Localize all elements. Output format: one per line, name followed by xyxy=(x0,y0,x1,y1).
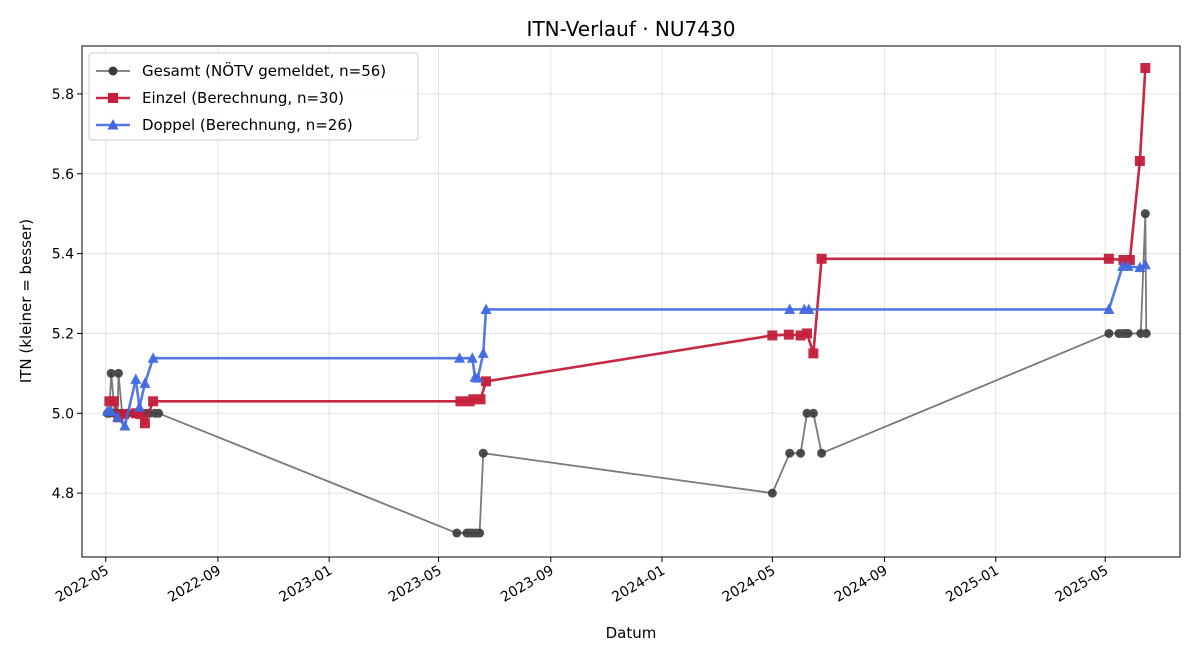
data-point xyxy=(113,368,123,378)
x-tick-label: 2025-01 xyxy=(943,563,1002,606)
grid-lines xyxy=(82,46,1180,557)
data-point xyxy=(1139,258,1151,270)
data-point xyxy=(1118,254,1129,265)
data-point xyxy=(785,448,795,458)
x-tick-label: 2022-09 xyxy=(165,563,224,606)
data-point xyxy=(106,368,116,378)
legend-frame xyxy=(88,52,419,141)
data-point xyxy=(802,408,812,418)
data-point xyxy=(135,409,146,420)
legend-label: Doppel (Berechnung, n=26) xyxy=(142,116,353,134)
y-tick-label: 5.2 xyxy=(52,326,74,342)
data-point xyxy=(1140,209,1150,219)
data-point xyxy=(472,372,484,383)
data-point xyxy=(475,528,485,538)
data-point xyxy=(112,411,124,422)
series-markers xyxy=(102,258,1151,431)
legend-marker xyxy=(107,119,119,130)
x-tick-label: 2023-01 xyxy=(276,563,335,606)
y-tick-label: 5.4 xyxy=(52,247,74,263)
chart-title: ITN-Verlauf · NU7430 xyxy=(527,17,736,41)
data-point xyxy=(802,328,813,339)
data-point xyxy=(139,377,151,388)
data-point xyxy=(148,396,159,407)
data-point xyxy=(795,330,806,341)
data-point xyxy=(139,418,150,429)
data-point xyxy=(133,401,145,412)
data-point xyxy=(480,376,491,387)
data-point xyxy=(478,448,488,458)
data-point xyxy=(808,348,819,359)
data-point xyxy=(475,394,486,405)
data-point xyxy=(784,303,796,314)
x-tick-label: 2024-09 xyxy=(832,563,891,606)
data-point xyxy=(119,420,131,431)
data-point xyxy=(767,330,778,341)
legend-marker xyxy=(108,93,118,103)
data-point xyxy=(1103,303,1115,314)
data-point xyxy=(118,409,129,420)
legend-label: Einzel (Berechnung, n=30) xyxy=(142,89,344,107)
x-tick-label: 2023-09 xyxy=(498,563,557,606)
y-tick-label: 5.8 xyxy=(52,87,74,103)
data-point xyxy=(480,303,492,314)
data-point xyxy=(808,408,818,418)
legend-marker xyxy=(108,66,118,76)
x-tick-label: 2023-05 xyxy=(386,563,445,606)
data-point xyxy=(452,528,462,538)
data-point xyxy=(1140,62,1151,73)
data-point xyxy=(803,303,815,314)
data-point xyxy=(1134,155,1145,166)
data-point xyxy=(796,448,806,458)
data-point xyxy=(468,394,479,405)
data-point xyxy=(767,488,777,498)
x-tick-label: 2022-05 xyxy=(53,563,112,606)
legend-item-1: Gesamt (NÖTV gemeldet, n=56) xyxy=(96,61,386,80)
data-point xyxy=(108,396,119,407)
data-point xyxy=(477,347,489,358)
data-point xyxy=(455,396,466,407)
data-point xyxy=(1123,328,1133,338)
y-axis: 4.8 5.0 5.2 5.4 5.6 5.8 xyxy=(52,87,82,502)
x-axis: 2022-05 2022-09 2023-01 2023-05 2023-09 2024-… xyxy=(53,557,1111,606)
data-point xyxy=(817,448,827,458)
y-axis-label: ITN (kleiner = besser) xyxy=(17,219,35,383)
data-point xyxy=(1122,260,1134,271)
legend: Gesamt (NÖTV gemeldet, n=56) Einzel (Bere… xyxy=(88,52,419,141)
legend-item-3: Doppel (Berechnung, n=26) xyxy=(96,116,353,134)
data-point xyxy=(454,352,466,363)
data-point xyxy=(1141,328,1151,338)
data-point xyxy=(105,405,117,416)
data-point xyxy=(783,329,794,340)
x-tick-label: 2024-05 xyxy=(720,563,779,606)
data-point xyxy=(1104,328,1114,338)
legend-label: Gesamt (NÖTV gemeldet, n=56) xyxy=(142,61,386,80)
data-point xyxy=(130,373,142,384)
y-tick-label: 5.6 xyxy=(52,167,74,183)
x-axis-label: Datum xyxy=(606,624,657,642)
legend-item-2: Einzel (Berechnung, n=30) xyxy=(96,89,344,107)
y-tick-label: 4.8 xyxy=(52,486,74,502)
x-tick-label: 2025-05 xyxy=(1053,563,1112,606)
data-point xyxy=(154,408,164,418)
series-3 xyxy=(102,258,1151,431)
data-point xyxy=(466,352,478,363)
series-line xyxy=(107,212,1148,534)
data-point xyxy=(147,352,159,363)
data-point xyxy=(816,253,827,264)
data-point xyxy=(1103,253,1114,264)
plot-area xyxy=(81,45,1181,558)
x-tick-label: 2024-01 xyxy=(609,563,668,606)
data-point xyxy=(1134,261,1146,273)
series-layer xyxy=(102,62,1151,538)
data-point xyxy=(1124,254,1135,265)
y-tick-label: 5.0 xyxy=(52,406,74,422)
